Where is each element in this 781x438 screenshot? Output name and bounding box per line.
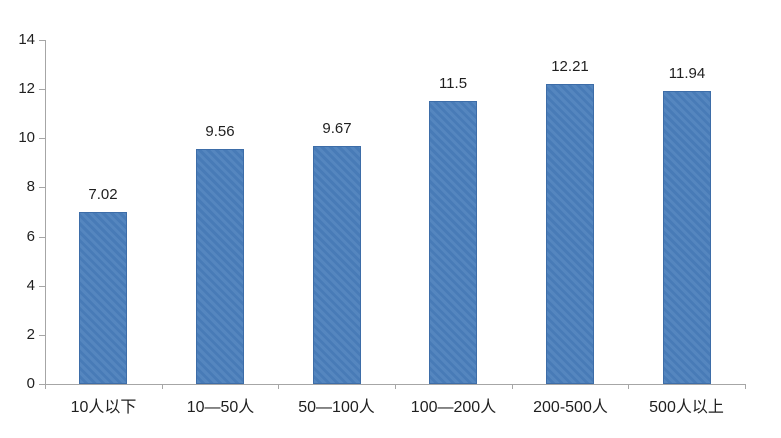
x-axis-tick-mark: [395, 384, 396, 389]
y-axis-tick-label: 8: [26, 178, 35, 195]
y-axis-tick-mark: [39, 335, 45, 336]
bar-value-label: 12.21: [551, 58, 589, 75]
y-axis-tick-label: 2: [26, 326, 35, 343]
x-axis-tick-mark: [745, 384, 746, 389]
bar: [79, 212, 127, 384]
y-axis-tick-mark: [39, 40, 45, 41]
x-axis-category-label: 10—50人: [186, 399, 255, 416]
bar-value-label: 11.5: [438, 75, 468, 92]
y-axis-tick-label: 12: [18, 80, 35, 97]
bar-value-label: 9.56: [205, 123, 235, 140]
x-axis-tick-mark: [162, 384, 163, 389]
y-axis-tick-mark: [39, 138, 45, 139]
bar: [196, 149, 244, 384]
y-axis-tick-mark: [39, 89, 45, 90]
y-axis-tick-mark: [39, 187, 45, 188]
bar: [663, 91, 711, 384]
x-axis-tick-mark: [628, 384, 629, 389]
x-axis-category-label: 10人以下: [70, 399, 137, 416]
bar: [429, 101, 477, 384]
bar-value-label: 7.02: [88, 186, 118, 203]
bar: [313, 146, 361, 384]
y-axis-tick-label: 0: [26, 375, 35, 392]
y-axis-tick-label: 14: [18, 31, 35, 48]
x-axis-category-label: 200-500人: [533, 399, 608, 416]
y-axis-tick-label: 4: [26, 277, 35, 294]
y-axis-tick-mark: [39, 237, 45, 238]
y-axis-tick-mark: [39, 384, 45, 385]
bar-value-label: 9.67: [322, 120, 352, 137]
x-axis-tick-mark: [45, 384, 46, 389]
bar: [546, 84, 594, 384]
x-axis-tick-mark: [512, 384, 513, 389]
y-axis-tick-mark: [39, 286, 45, 287]
bar-value-label: 11.94: [668, 65, 706, 82]
x-axis-tick-mark: [278, 384, 279, 389]
y-axis-tick-label: 6: [26, 228, 35, 245]
x-axis-category-label: 50—100人: [298, 399, 375, 416]
y-axis-tick-label: 10: [18, 129, 35, 146]
y-axis-line: [45, 40, 46, 384]
x-axis-category-label: 500人以上: [649, 399, 724, 416]
x-axis-category-label: 100—200人: [410, 399, 497, 416]
